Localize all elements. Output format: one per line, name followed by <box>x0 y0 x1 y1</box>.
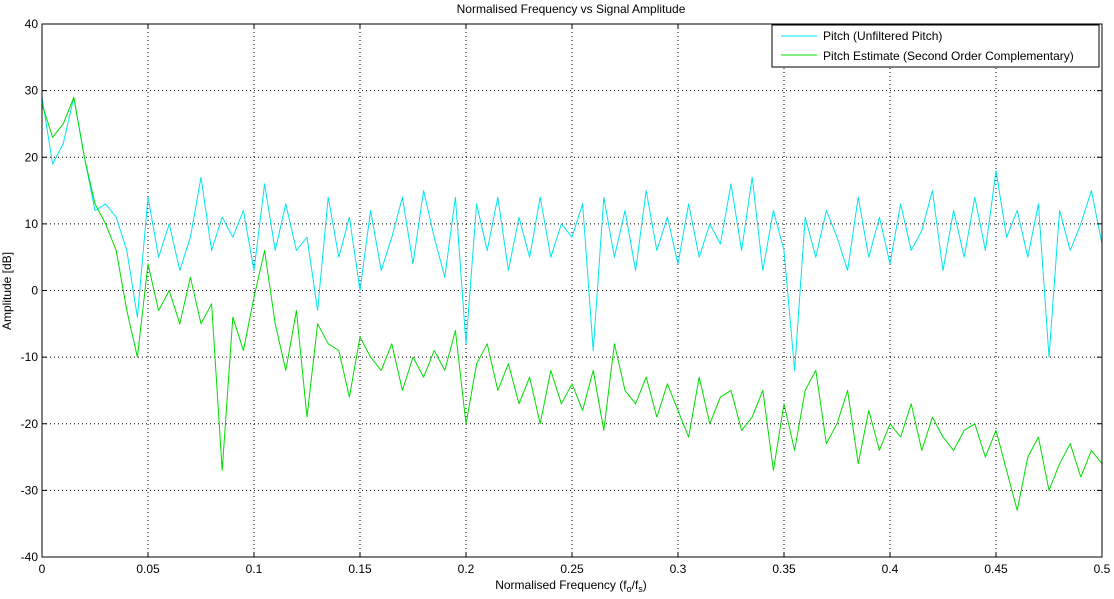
x-tick-label: 0.5 <box>1094 562 1111 576</box>
series-line-pitch-estimate <box>41 96 1103 511</box>
x-tick-label: 0.15 <box>348 562 372 576</box>
grid <box>42 24 1102 557</box>
x-tick-label: 0.25 <box>560 562 584 576</box>
x-tick-label: 0.05 <box>136 562 160 576</box>
series-line-pitch-unfiltered <box>41 96 1103 371</box>
y-tick-label: -20 <box>21 417 39 431</box>
y-tick-label: 20 <box>25 150 39 164</box>
legend-label-pitch-unfiltered: Pitch (Unfiltered Pitch) <box>823 29 942 43</box>
y-axis-label: Amplitude [dB] <box>0 252 14 330</box>
series-layer <box>41 96 1103 511</box>
y-tick-label: -10 <box>21 350 39 364</box>
x-tick-label: 0.35 <box>772 562 796 576</box>
x-tick-label: 0.4 <box>882 562 899 576</box>
x-tick-label: 0.45 <box>984 562 1008 576</box>
y-tick-label: -40 <box>21 550 39 564</box>
legend-box <box>771 24 1100 68</box>
x-tick-label: 0.3 <box>670 562 687 576</box>
x-axis-label: Normalised Frequency (fo/fs) <box>495 578 647 594</box>
x-tick-label: 0.1 <box>246 562 263 576</box>
y-tick-label: -30 <box>21 483 39 497</box>
x-tick-labels: 0 0.05 0.1 0.15 0.2 0.25 0.3 0.35 0.4 0.45 0.5 <box>39 562 1111 576</box>
y-tick-label: 0 <box>31 284 38 298</box>
legend: Pitch (Unfiltered Pitch) Pitch Estimate … <box>771 24 1100 68</box>
y-tick-label: 40 <box>25 17 39 31</box>
x-tick-label: 0.2 <box>458 562 475 576</box>
legend-label-pitch-estimate: Pitch Estimate (Second Order Complementa… <box>823 49 1074 63</box>
y-tick-labels: -40 -30 -20 -10 0 10 20 30 40 <box>21 17 39 564</box>
chart-title: Normalised Frequency vs Signal Amplitude <box>457 2 686 16</box>
x-tick-label: 0 <box>39 562 46 576</box>
ticks <box>41 23 1103 558</box>
y-tick-label: 10 <box>25 217 39 231</box>
y-tick-label: 30 <box>25 84 39 98</box>
